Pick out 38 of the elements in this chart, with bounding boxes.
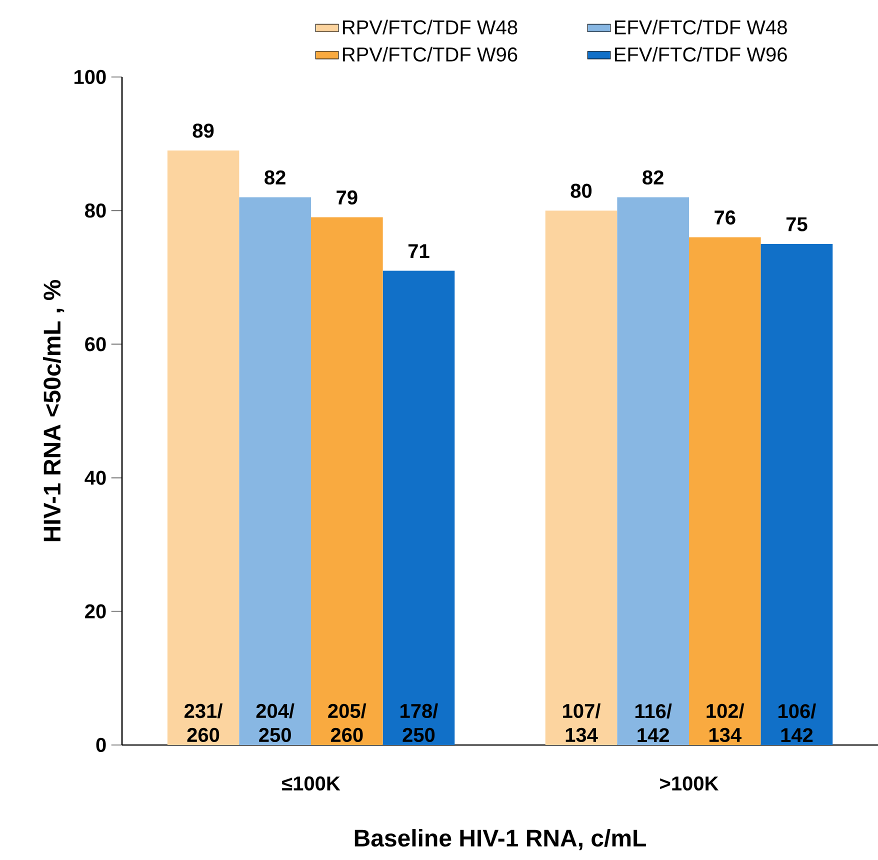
legend-label: RPV/FTC/TDF W96 <box>343 46 518 62</box>
bar <box>689 237 761 745</box>
annotation: 178/250 <box>400 703 438 742</box>
bar <box>167 150 240 745</box>
y-tick-label: 0 <box>96 738 106 752</box>
y-tick-label: 80 <box>85 204 106 218</box>
bar <box>239 197 312 745</box>
annotation: 106/142 <box>778 704 816 742</box>
annotation: 107/134 <box>563 703 601 742</box>
x-tick-label: >100K <box>660 776 719 791</box>
data-label: 75 <box>786 217 808 232</box>
y-tick-label: 20 <box>85 604 106 618</box>
legend-label: EFV/FTC/TDF W96 <box>614 46 787 62</box>
y-tick-label: 100 <box>74 70 106 84</box>
annotation: 102/134 <box>706 703 744 742</box>
annotation: 204/250 <box>256 703 294 742</box>
annotation: 231/260 <box>184 703 223 742</box>
annotation: 205/260 <box>328 703 366 742</box>
bar <box>311 217 383 745</box>
data-label: 82 <box>642 170 664 185</box>
data-label: 82 <box>264 170 286 185</box>
y-axis-title: HIV-1 RNA <50c/mL , % <box>42 280 64 542</box>
bar <box>760 244 833 745</box>
legend-label: EFV/FTC/TDF W48 <box>614 20 787 34</box>
y-tick-label: 40 <box>84 470 106 485</box>
x-axis-title: Baseline HIV-1 RNA, c/mL <box>354 829 646 850</box>
bar <box>617 197 689 745</box>
data-label: 76 <box>714 210 736 225</box>
bar <box>545 210 618 745</box>
data-label: 79 <box>336 190 358 205</box>
annotation: 116/142 <box>635 704 672 742</box>
data-label: 71 <box>408 244 430 258</box>
data-label: 89 <box>192 124 214 138</box>
legend-label: RPV/FTC/TDF W48 <box>343 20 518 34</box>
data-label: 80 <box>570 184 592 198</box>
bar <box>382 270 455 745</box>
x-tick-label: ≤100K <box>282 776 340 791</box>
y-tick-label: 60 <box>85 337 106 352</box>
